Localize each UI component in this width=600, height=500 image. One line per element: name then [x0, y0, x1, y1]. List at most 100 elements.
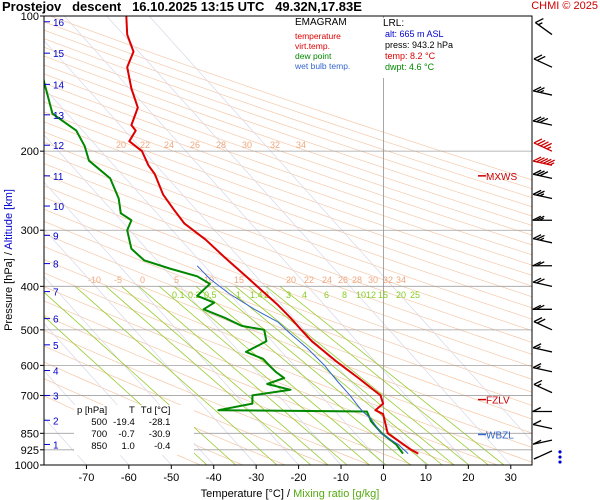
surface-wind-dot: [558, 460, 562, 464]
lrl-press: press: 943.2 hPa: [385, 40, 454, 50]
wind-barb-feather: [532, 215, 542, 221]
sounding-mode: descent: [72, 0, 122, 14]
mixing-ratio-label: 15: [378, 290, 388, 300]
wind-barb-feather: [532, 116, 542, 122]
station-coords: 49.32N,17.83E: [275, 0, 362, 14]
theta-label-lower: 20: [286, 275, 296, 285]
x-axis-label-temperature: Temperature [°C] /: [201, 488, 293, 500]
mixing-ratio-label: 1: [236, 290, 241, 300]
dry-adiabat: [44, 46, 532, 217]
levels-cell: -19.4: [113, 417, 135, 428]
isotherm-line: [44, 181, 299, 465]
wind-barb-feather: [536, 117, 545, 123]
y-tick-label: 500: [21, 325, 39, 337]
x-tick-label: 0: [380, 472, 386, 484]
surface-wind-dot: [558, 450, 562, 454]
isotherm-line: [148, 16, 532, 442]
y-tick-label: 200: [21, 146, 39, 158]
x-tick-label: -50: [163, 472, 179, 484]
y-tick-label: 100: [21, 11, 39, 23]
theta-label-lower: 5: [174, 275, 179, 285]
dry-adiabat: [44, 152, 532, 331]
wind-barb-staff: [532, 193, 553, 200]
wind-barb-staff: [532, 281, 553, 287]
legend-item-virt-temp: virt.temp.: [295, 41, 330, 51]
annotation-mxws: MXWS: [486, 172, 517, 183]
wind-barb-feather: [539, 158, 549, 164]
wind-barb-half-feather: [536, 383, 542, 387]
wind-barb-feather: [532, 343, 542, 349]
dry-adiabat: [44, 233, 532, 420]
theta-label-lower: 0: [140, 275, 145, 285]
altitude-label: 14: [53, 80, 65, 91]
theta-label-lower: -10: [88, 275, 101, 285]
theta-label-lower: 10: [204, 275, 214, 285]
dry-adiabat: [44, 55, 532, 226]
wind-barb-feather: [536, 170, 545, 176]
sounding-datetime: 16.10.2025 13:15 UTC: [132, 0, 265, 14]
wind-barb-feather: [536, 157, 545, 163]
x-tick-label: -70: [78, 472, 94, 484]
wind-barb-staff: [532, 423, 553, 430]
levels-cell: 700: [91, 429, 108, 440]
wind-barb-feather: [543, 158, 552, 164]
legend-item-wet-bulb: wet bulb temp.: [295, 61, 351, 71]
isotherm-line: [106, 16, 512, 465]
wind-barb-feather: [532, 419, 542, 426]
wind-barb-half-feather: [536, 365, 541, 369]
levels-cell: -0.4: [154, 441, 171, 452]
dry-adiabat: [44, 174, 532, 355]
isotherm-line: [44, 323, 172, 465]
altitude-label: 16: [53, 18, 65, 29]
wind-barb-feather: [539, 117, 549, 124]
altitude-label: 11: [53, 172, 64, 183]
mixing-ratio-line: [138, 286, 348, 465]
axes-layer: 1002003004005006007008509251000123456789…: [3, 11, 517, 500]
lrl-temp: temp: 8.2 °C: [385, 51, 436, 61]
legend-item-dew-point: dew point: [295, 51, 332, 61]
mixing-ratio-line: [121, 286, 329, 465]
wind-barb-half-feather: [539, 193, 545, 197]
theta-label-lower: -5: [114, 275, 122, 285]
x-tick-label: 10: [420, 472, 432, 484]
theta-label-upper: 28: [216, 140, 226, 150]
wind-barb-feather: [535, 215, 545, 221]
isotherm-line: [44, 228, 257, 465]
isotherm-line: [44, 275, 214, 465]
legend-title: EMAGRAM: [295, 17, 347, 28]
legend-box: EMAGRAM temperature virt.temp. dew point…: [295, 18, 375, 76]
mixing-ratio-label: 4: [302, 290, 307, 300]
mixing-ratio-label: 20: [396, 290, 406, 300]
levels-header-p: p [hPa]: [77, 405, 108, 416]
wind-barb-feather: [536, 87, 545, 93]
wind-barb-feather: [536, 190, 545, 196]
wind-barb-feather: [532, 261, 542, 267]
mixing-ratio-line: [235, 286, 455, 465]
wind-barb-half-feather: [546, 146, 552, 150]
lrl-alt: alt: 665 m ASL: [385, 29, 444, 39]
wind-barb-half-feather: [539, 217, 545, 221]
wind-barb-feather: [535, 304, 545, 310]
levels-header-td: Td [°C]: [140, 405, 171, 416]
x-axis-label-mixing-ratio: Mixing ratio [g/kg]: [293, 488, 379, 500]
isotherm-line: [0, 16, 2, 465]
altitude-label: 1: [53, 440, 59, 451]
dry-adiabat: [44, 29, 532, 199]
wind-barb-feather: [535, 261, 545, 267]
y-tick-label: 600: [21, 360, 39, 372]
wind-barb-feather: [532, 439, 542, 445]
y-tick-label: 400: [21, 281, 39, 293]
mixing-ratio-label: 8: [342, 290, 347, 300]
table-row: 500 -19.4 -28.1: [74, 417, 173, 429]
plot-frame: [43, 15, 533, 466]
wind-barb-feather: [532, 363, 542, 369]
wind-barb-staff: [532, 347, 553, 353]
dry-adiabat: [44, 208, 532, 393]
altitude-label: 8: [53, 260, 59, 271]
mixing-ratio-label: 0.5: [204, 290, 217, 300]
wind-barb-feather: [546, 159, 555, 165]
mixing-ratio-line: [74, 286, 278, 465]
annotation-fzlv: FZLV: [486, 396, 510, 407]
